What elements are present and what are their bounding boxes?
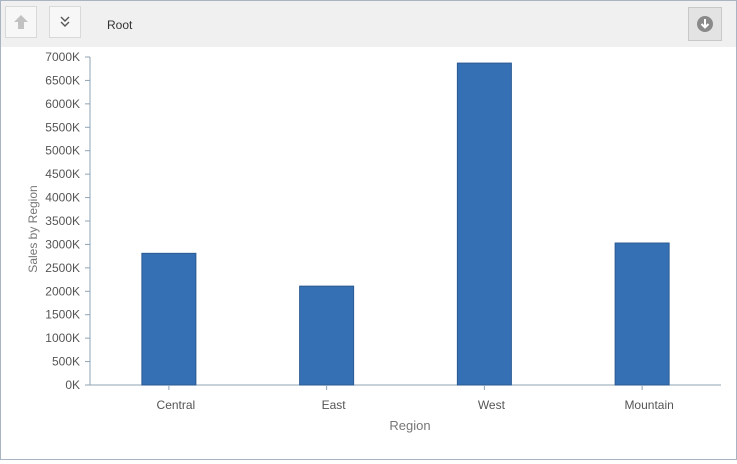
bar-chart-svg: 0K 500K 1000K 1500K 2000K 2500K 3000K 3500K 4000… — [26, 50, 721, 433]
x-tick-label: Mountain — [624, 398, 673, 412]
double-chevron-down-icon — [60, 16, 70, 27]
x-axis-ticks: Central East West Mountain — [157, 385, 674, 412]
y-tick-label: 1000K — [45, 331, 80, 345]
y-tick-label: 500K — [52, 355, 80, 369]
bar-east[interactable] — [299, 285, 355, 386]
chart-toolbar: Root — [1, 1, 736, 47]
y-tick-label: 4500K — [45, 167, 80, 181]
y-tick-label: 2000K — [45, 284, 80, 298]
y-tick-label: 5000K — [45, 144, 80, 158]
arrow-up-icon — [14, 15, 28, 29]
y-tick-label: 1500K — [45, 308, 80, 322]
y-axis-title: Sales by Region — [26, 185, 40, 272]
navigate-up-button[interactable] — [5, 6, 37, 38]
bar-mountain[interactable] — [614, 242, 670, 386]
y-tick-label: 7000K — [45, 50, 80, 64]
y-tick-label: 3500K — [45, 214, 80, 228]
download-circle-icon — [697, 16, 713, 32]
y-tick-label: 6500K — [45, 73, 80, 87]
breadcrumb-root[interactable]: Root — [107, 18, 133, 32]
x-axis-title: Region — [389, 418, 430, 433]
y-tick-label: 0K — [65, 378, 80, 392]
y-tick-label: 5500K — [45, 120, 80, 134]
bar-west[interactable] — [456, 62, 512, 386]
y-axis-ticks: 0K 500K 1000K 1500K 2000K 2500K 3000K 3500K 4000… — [45, 50, 90, 392]
y-tick-label: 3000K — [45, 237, 80, 251]
y-tick-label: 6000K — [45, 97, 80, 111]
bar-central[interactable] — [141, 252, 197, 386]
drill-down-button[interactable] — [49, 6, 81, 38]
y-tick-label: 4000K — [45, 191, 80, 205]
x-tick-label: East — [322, 398, 347, 412]
y-tick-label: 2500K — [45, 261, 80, 275]
bar-chart: 0K 500K 1000K 1500K 2000K 2500K 3000K 3500K 4000… — [1, 47, 736, 459]
x-tick-label: Central — [157, 398, 196, 412]
download-button[interactable] — [688, 7, 722, 41]
bars-group — [141, 62, 670, 386]
x-tick-label: West — [478, 398, 506, 412]
